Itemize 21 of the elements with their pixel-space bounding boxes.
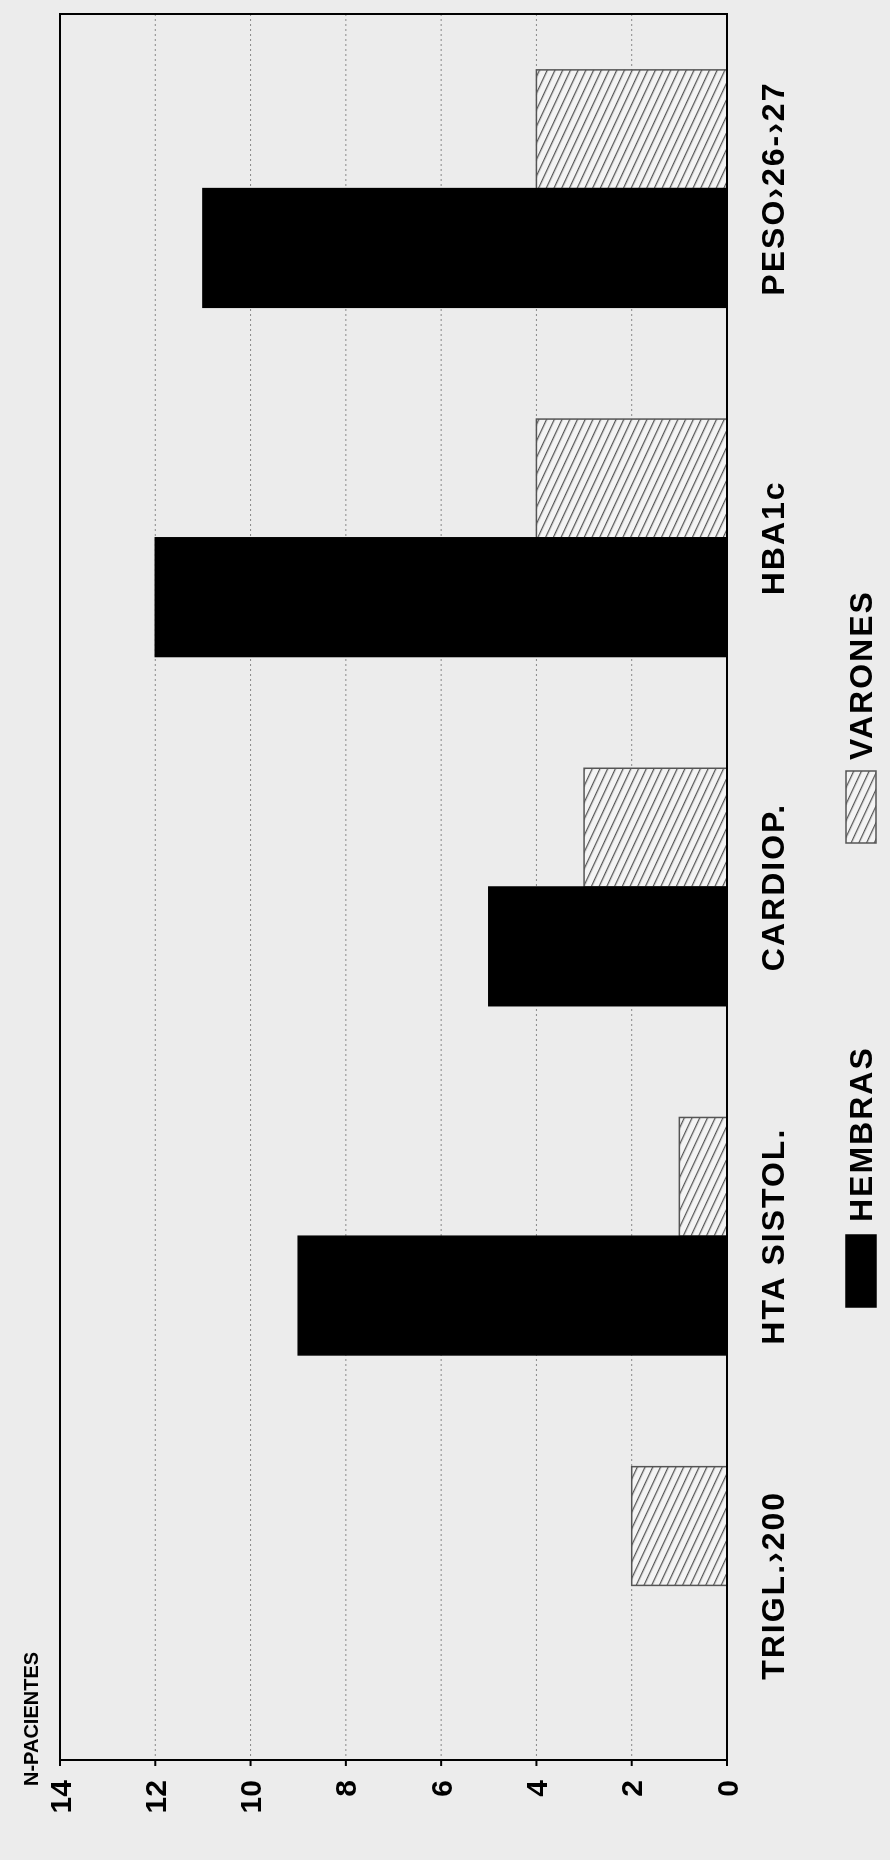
y-axis-title: N-PACIENTES — [20, 1651, 42, 1786]
bar — [630, 1465, 728, 1587]
x-tick-label: 0 — [710, 1780, 744, 1797]
x-tick-label: 8 — [329, 1780, 363, 1797]
x-tick-label: 14 — [43, 1779, 77, 1814]
bar — [678, 1116, 728, 1237]
x-tick-label: 6 — [424, 1780, 458, 1797]
bar — [535, 69, 728, 190]
x-tick-label: 2 — [615, 1780, 649, 1797]
x-tick-label: 10 — [234, 1780, 268, 1814]
x-tick-label: 4 — [519, 1779, 553, 1797]
bar — [535, 418, 728, 539]
y-tick-label: HTA SISTOL. — [755, 1127, 791, 1345]
bar — [583, 767, 728, 888]
text: HEMBRAS — [843, 1046, 879, 1222]
y-tick-label: HBA1c — [755, 480, 791, 596]
text: VARONES — [843, 590, 879, 760]
y-tick-label: CARDIOP. — [755, 802, 791, 972]
y-tick-label: PESO›26-›27 — [755, 81, 791, 296]
x-tick-label: 12 — [138, 1780, 172, 1814]
y-tick-label: TRIGL.›200 — [755, 1490, 791, 1680]
